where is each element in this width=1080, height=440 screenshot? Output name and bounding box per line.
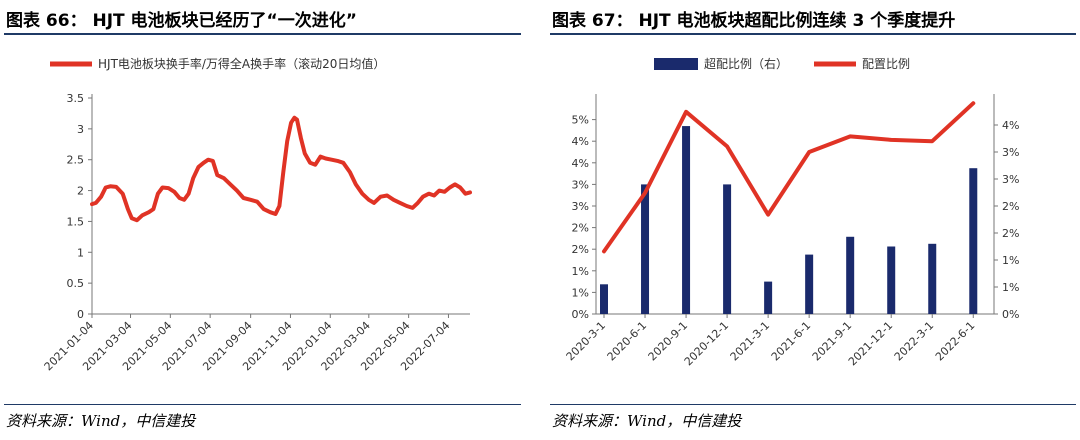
- overweight-ratio-bar: [969, 168, 978, 314]
- left-source-rule: [4, 404, 521, 405]
- left-y-tick-label: 5%: [572, 114, 589, 127]
- y-tick-label: 2: [77, 185, 84, 198]
- right-source-note: 资料来源：Wind，中信建投: [552, 412, 742, 430]
- right-y-tick-label: 3%: [1002, 173, 1019, 186]
- y-tick-label: 2.5: [67, 154, 85, 167]
- legend-label-turnover-ratio: HJT电池板块换手率/万得全A换手率（滚动20日均值）: [98, 56, 385, 71]
- x-tick-label: 2022-3-1: [892, 319, 937, 364]
- legend-label-overweight-ratio: 超配比例（右）: [704, 56, 788, 71]
- y-tick-label: 1.5: [67, 215, 85, 228]
- x-tick-label: 2022-6-1: [933, 319, 978, 364]
- right-y-tick-label: 4%: [1002, 119, 1019, 132]
- x-tick-label: 2021-12-1: [846, 319, 895, 368]
- y-tick-label: 0: [77, 308, 84, 321]
- left-y-tick-label: 3%: [572, 178, 589, 191]
- right-y-tick-label: 3%: [1002, 146, 1019, 159]
- left-y-tick-label: 1%: [572, 265, 589, 278]
- overweight-ratio-bar: [600, 284, 608, 314]
- left-y-tick-label: 4%: [572, 135, 589, 148]
- x-tick-label: 2020-6-1: [605, 319, 650, 364]
- overweight-ratio-bar: [641, 184, 650, 314]
- right-y-tick-label: 1%: [1002, 281, 1019, 294]
- y-tick-label: 3: [77, 123, 84, 136]
- turnover-ratio-line-chart: HJT电池板块换手率/万得全A换手率（滚动20日均值） 0 0.5 1 1.5 2 2.5 3…: [42, 56, 472, 373]
- right-chart-panel: 图表 67： HJT 电池板块超配比例连续 3 个季度提升 超配比例（右） 配置比…: [546, 0, 1080, 440]
- overweight-ratio-bar: [928, 243, 937, 314]
- right-title-rule: [550, 33, 1076, 35]
- left-source-note: 资料来源：Wind，中信建投: [6, 412, 196, 430]
- legend-swatch-overweight-ratio: [654, 58, 698, 70]
- y-tick-label: 0.5: [67, 277, 85, 290]
- allocation-ratio-combo-chart: 超配比例（右） 配置比例 0% 1% 1% 2% 2% 3% 3% 4% 4% 5% 0% 1% 1% 2% 2…: [564, 56, 1020, 368]
- left-chart-panel: 图表 66： HJT 电池板块已经历了“一次进化” HJT电池板块换手率/万得全…: [0, 0, 525, 440]
- left-y-tick-label: 2%: [572, 243, 589, 256]
- overweight-ratio-bar: [764, 281, 773, 314]
- overweight-ratio-bar: [682, 126, 691, 314]
- overweight-ratio-bar: [846, 236, 855, 314]
- right-y-tick-label: 2%: [1002, 200, 1019, 213]
- right-y-tick-label: 2%: [1002, 227, 1019, 240]
- overweight-ratio-bar: [723, 184, 732, 314]
- y-tick-label: 1: [77, 246, 84, 259]
- left-y-tick-label: 2%: [572, 222, 589, 235]
- left-title-rule: [4, 33, 521, 35]
- allocation-ratio-series-line: [602, 101, 976, 254]
- x-tick-label: 2021-6-1: [769, 319, 814, 364]
- x-tick-label: 2020-12-1: [682, 319, 731, 368]
- left-y-tick-label: 0%: [572, 308, 589, 321]
- x-tick-label: 2020-3-1: [564, 319, 609, 364]
- left-y-tick-label: 4%: [572, 157, 589, 170]
- right-source-rule: [550, 404, 1076, 405]
- right-chart-title: 图表 67： HJT 电池板块超配比例连续 3 个季度提升: [552, 11, 956, 31]
- right-y-tick-label: 0%: [1002, 308, 1019, 321]
- x-tick-label: 2021-3-1: [728, 319, 773, 364]
- right-y-tick-label: 1%: [1002, 254, 1019, 267]
- turnover-ratio-series-line: [90, 115, 472, 223]
- overweight-ratio-bar: [887, 246, 896, 314]
- left-y-tick-label: 1%: [572, 286, 589, 299]
- y-tick-label: 3.5: [67, 92, 85, 105]
- left-chart-title: 图表 66： HJT 电池板块已经历了“一次进化”: [6, 11, 357, 31]
- legend-label-allocation-ratio: 配置比例: [862, 57, 910, 71]
- left-y-tick-label: 3%: [572, 200, 589, 213]
- overweight-ratio-bar: [805, 254, 814, 314]
